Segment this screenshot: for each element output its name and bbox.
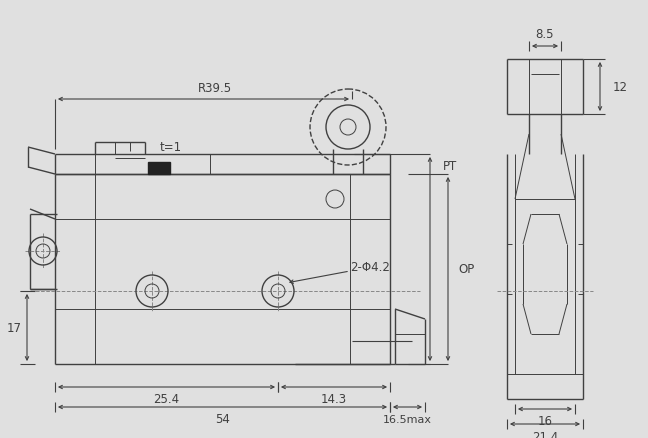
Text: 54: 54 xyxy=(215,413,230,426)
Text: 12: 12 xyxy=(613,81,628,94)
Bar xyxy=(148,162,170,175)
Text: t=1: t=1 xyxy=(160,141,182,154)
Text: 17: 17 xyxy=(6,321,21,334)
Text: 16: 16 xyxy=(537,414,553,427)
Text: 21.4: 21.4 xyxy=(532,431,558,438)
Text: 25.4: 25.4 xyxy=(154,392,179,406)
Text: OP: OP xyxy=(458,263,474,276)
Text: 16.5max: 16.5max xyxy=(383,414,432,424)
Text: 2-Φ4.2: 2-Φ4.2 xyxy=(350,261,390,274)
Text: 8.5: 8.5 xyxy=(536,28,554,42)
Text: PT: PT xyxy=(443,159,457,173)
Text: R39.5: R39.5 xyxy=(198,81,232,94)
Text: 14.3: 14.3 xyxy=(321,392,347,406)
